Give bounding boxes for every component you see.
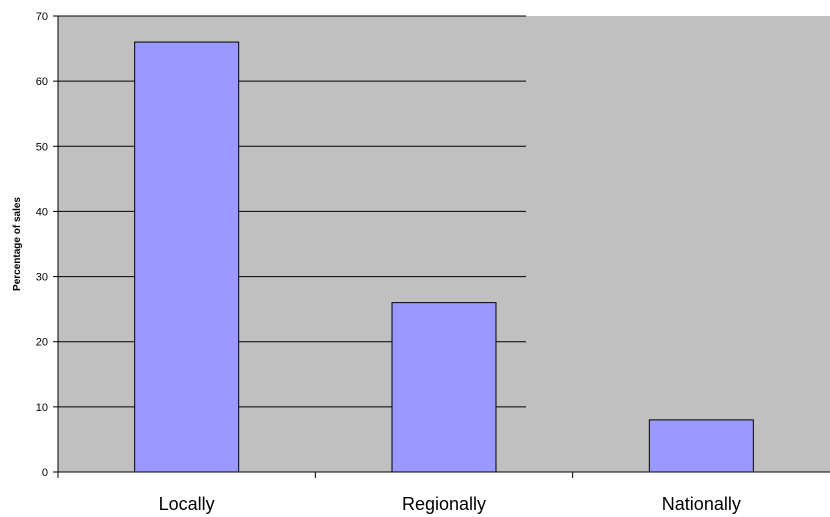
bar-nationally: [648, 419, 754, 473]
y-tick-label: 10: [36, 402, 48, 414]
bar-regionally: [391, 302, 497, 473]
x-tick-label: Locally: [159, 494, 215, 514]
axes: [57, 16, 830, 473]
y-tick-label: 40: [36, 206, 48, 218]
y-axis-label: Percentage of sales: [12, 197, 23, 291]
y-tick-label: 50: [36, 141, 48, 153]
y-tick-label: 0: [42, 467, 48, 479]
y-ticks: 0 10 20 30 40 50 60 70: [36, 11, 58, 479]
x-tick-label: Regionally: [402, 494, 486, 514]
x-ticks: Locally Regionally Nationally: [57, 472, 741, 514]
bar-locally: [134, 41, 240, 473]
y-tick-label: 60: [36, 76, 48, 88]
x-tick-label: Nationally: [662, 494, 741, 514]
y-tick-label: 20: [36, 337, 48, 349]
y-tick-label: 70: [36, 11, 48, 23]
y-tick-label: 30: [36, 272, 48, 284]
